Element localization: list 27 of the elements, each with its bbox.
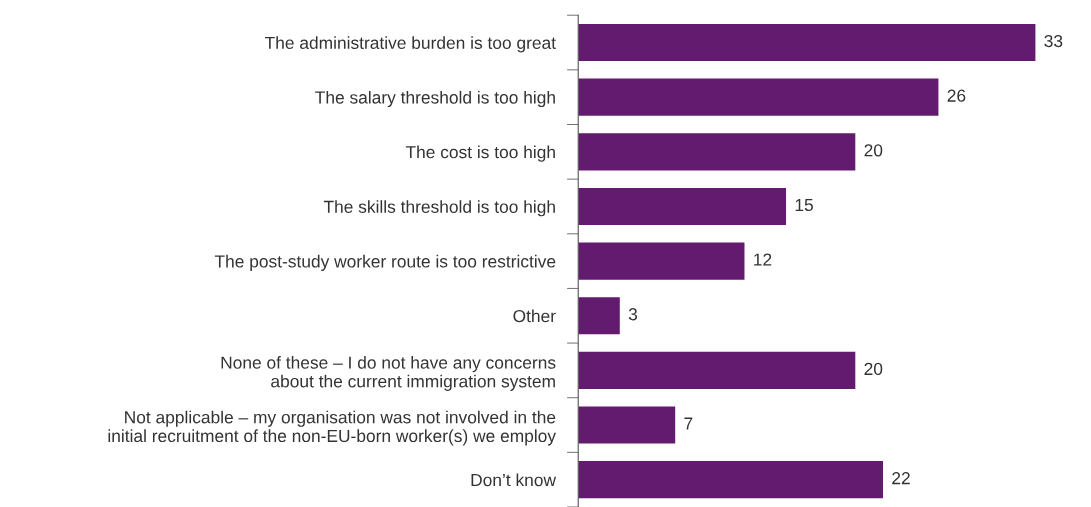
bar [578, 187, 787, 226]
y-tick-label: Other [513, 309, 556, 323]
y-tick-label: The post-study worker route is too restrictive [214, 254, 556, 271]
data-label: 26 [947, 89, 966, 102]
bar [578, 461, 884, 499]
y-tick-label: The cost is too high [405, 145, 555, 162]
data-label: 22 [892, 472, 910, 485]
y-tick-label: Don’t know [471, 473, 557, 487]
data-label: 20 [864, 144, 883, 157]
data-label: 15 [795, 199, 813, 212]
bar [578, 406, 676, 444]
data-label: 7 [684, 417, 693, 430]
y-tick-label: The skills threshold is too high [323, 200, 555, 217]
bar [578, 78, 939, 116]
y-tick-label: None of these – I do not have any concerns about the current immigration system [221, 356, 556, 391]
bar [578, 351, 856, 389]
data-label: 20 [864, 362, 883, 376]
bar [578, 23, 1036, 62]
bar [578, 297, 620, 335]
data-label: 12 [754, 253, 772, 266]
y-tick-label: The administrative burden is too great [264, 36, 556, 53]
y-tick-label: The salary threshold is too high [315, 90, 555, 108]
bar [578, 133, 856, 171]
data-label: 33 [1044, 34, 1063, 48]
bar [578, 242, 745, 280]
data-label: 3 [628, 308, 638, 321]
y-tick-label: Not applicable – my organisation was not involved in the initial recruitment of the non-EU-born worker(s) we employ [108, 410, 556, 446]
